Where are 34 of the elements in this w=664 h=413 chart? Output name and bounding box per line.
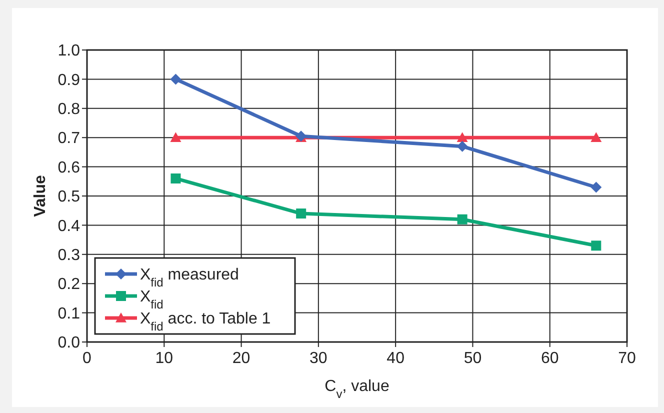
y-tick-label: 0.6 — [58, 159, 80, 176]
point — [456, 132, 468, 142]
legend-label: X$_{fid}$ acc. to Table 1 — [140, 310, 271, 334]
x-axis-title: C$_{v}$, value — [324, 378, 390, 401]
point — [170, 173, 181, 184]
legend-label: X$_{fid}$ measured — [140, 266, 239, 290]
y-tick-label: 1.0 — [58, 42, 80, 60]
y-tick-label: 0.1 — [58, 305, 80, 322]
point — [591, 240, 602, 251]
x-tick-label: 0 — [82, 350, 92, 367]
y-tick-label: 0.3 — [58, 247, 80, 264]
x-tick-label: 10 — [155, 350, 174, 367]
point — [170, 74, 182, 85]
x-tick-label: 60 — [540, 350, 559, 367]
point — [590, 182, 602, 193]
y-tick-label: 0.2 — [58, 276, 80, 294]
point — [457, 214, 468, 224]
point — [170, 132, 182, 142]
y-tick-label: 0.4 — [58, 218, 80, 235]
legend-label: X$_{fid}$ — [140, 288, 164, 312]
y-tick-label: 0.7 — [58, 130, 80, 148]
y-axis-title: Value — [32, 175, 49, 217]
point — [456, 140, 468, 152]
x-tick-label: 50 — [464, 350, 482, 367]
x-tick-label: 20 — [232, 350, 250, 367]
x-tick-label: 40 — [386, 350, 405, 367]
y-tick-label: 0.0 — [58, 334, 80, 352]
point — [590, 132, 602, 142]
point — [296, 208, 306, 219]
x-tick-label: 70 — [618, 350, 636, 367]
x-tick-label: 30 — [310, 350, 328, 367]
y-tick-label: 0.5 — [58, 188, 80, 206]
y-tick-label: 0.8 — [58, 101, 80, 118]
y-tick-label: 0.9 — [58, 72, 80, 89]
